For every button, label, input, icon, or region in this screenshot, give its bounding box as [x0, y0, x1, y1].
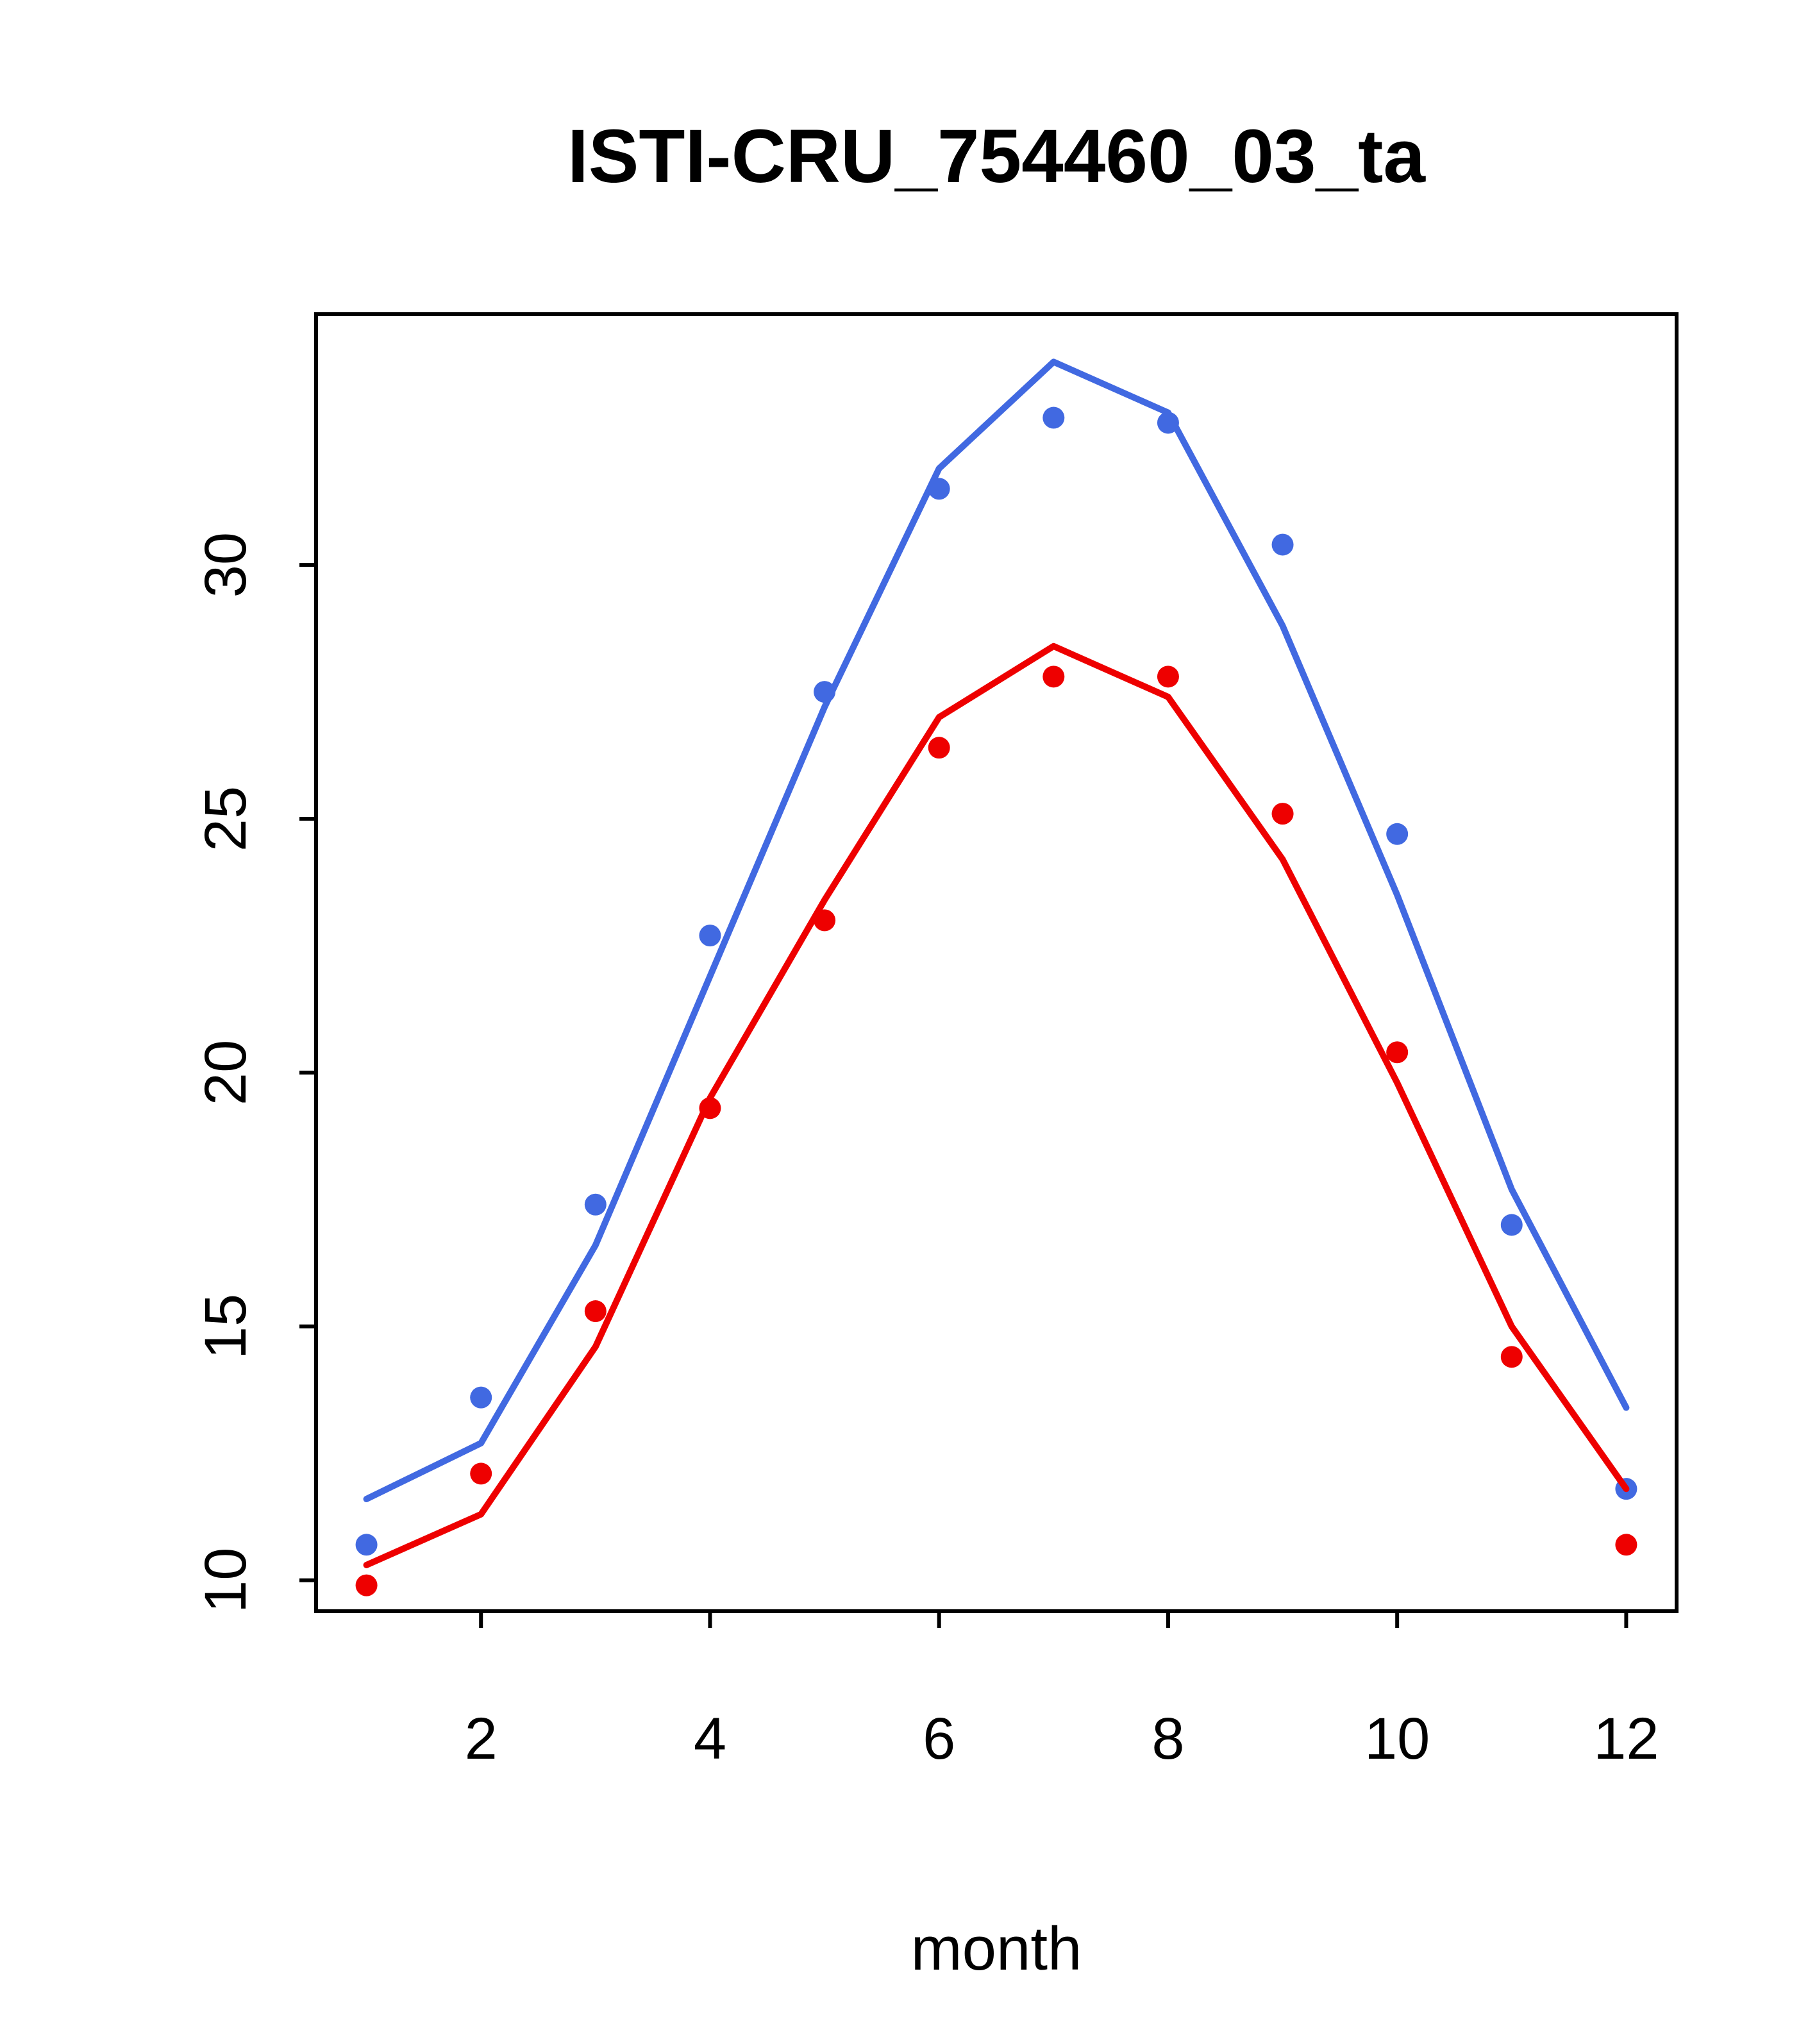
blue-points-point	[1042, 406, 1065, 429]
red-points-point	[584, 1300, 607, 1323]
blue-points-point	[1386, 823, 1409, 845]
blue-points-point	[355, 1534, 378, 1556]
x-tick-label: 2	[465, 1706, 498, 1772]
red-points-point	[699, 1097, 721, 1119]
red-points-point	[1386, 1041, 1409, 1064]
blue-points-point	[699, 925, 721, 947]
red-line	[363, 642, 1630, 1568]
chart-title: ISTI-CRU_754460_03_ta	[567, 114, 1426, 199]
red-points-point	[470, 1462, 492, 1485]
x-axis-label: month	[910, 1914, 1082, 1983]
x-tick-label: 12	[1593, 1706, 1659, 1772]
blue-points-point	[1157, 412, 1179, 434]
y-tick-label: 25	[193, 786, 258, 851]
red-points-point	[928, 737, 950, 759]
y-tick-label: 20	[193, 1040, 258, 1105]
red-points-point	[814, 909, 836, 932]
blue-points-point	[1271, 533, 1294, 556]
x-tick-label: 6	[923, 1706, 955, 1772]
blue-line	[363, 358, 1630, 1503]
y-tick-label: 15	[193, 1294, 258, 1359]
red-points-point	[1042, 666, 1065, 688]
red-points-point	[1157, 666, 1179, 688]
red-points-point	[355, 1574, 378, 1596]
red-points-point	[1500, 1346, 1523, 1368]
red-points-point	[1615, 1534, 1637, 1556]
blue-points-point	[470, 1386, 492, 1409]
blue-points-point	[584, 1193, 607, 1216]
plot-box	[314, 312, 1679, 1613]
y-tick-label: 10	[193, 1548, 258, 1613]
x-tick-label: 10	[1364, 1706, 1430, 1772]
red-points-point	[1271, 803, 1294, 825]
x-tick-label: 4	[694, 1706, 726, 1772]
blue-points-point	[1500, 1214, 1523, 1236]
blue-points-point	[928, 478, 950, 500]
x-tick-label: 8	[1151, 1706, 1184, 1772]
blue-points-point	[814, 681, 836, 703]
y-tick-label: 30	[193, 532, 258, 598]
